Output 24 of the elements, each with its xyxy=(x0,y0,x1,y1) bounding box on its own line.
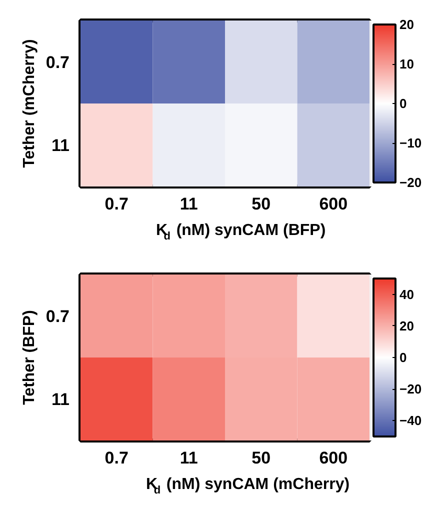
y-axis-title: Tether (mCherry) xyxy=(20,39,38,168)
y-tick-label: 11 xyxy=(52,136,70,155)
color-bar-label: 0 xyxy=(400,96,407,111)
color-bar-label: −40 xyxy=(400,413,422,428)
x-tick-label: 50 xyxy=(252,448,271,468)
x-tick-label: 600 xyxy=(319,448,348,468)
x-tick-label: 11 xyxy=(180,448,198,468)
x-tick-label: 0.7 xyxy=(104,448,128,468)
x-tick-label: 11 xyxy=(180,194,198,214)
color-bar-label: −10 xyxy=(400,136,422,150)
y-tick-label: 0.7 xyxy=(46,307,70,326)
y-tick-label: 11 xyxy=(52,390,70,409)
y-axis-title: Tether (BFP) xyxy=(20,310,38,405)
x-tick-label: 50 xyxy=(252,194,271,214)
color-bar-label: −20 xyxy=(400,382,422,397)
color-bar-label: −20 xyxy=(400,175,422,190)
color-bar-label: 0 xyxy=(400,350,407,365)
color-bar-label: 20 xyxy=(400,17,414,32)
color-bar-label: 40 xyxy=(400,286,414,302)
x-tick-label: 0.7 xyxy=(104,194,128,214)
x-tick-label: 600 xyxy=(319,194,348,214)
color-bar-label: 10 xyxy=(400,56,414,72)
color-bar-label: 20 xyxy=(400,318,414,334)
y-tick-label: 0.7 xyxy=(46,53,70,72)
